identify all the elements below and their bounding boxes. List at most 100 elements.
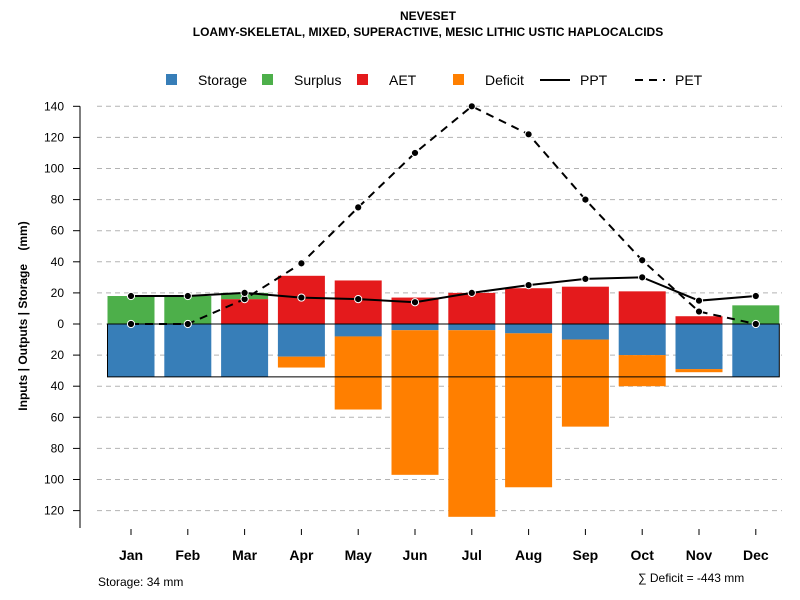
legend-swatch-storage: [166, 74, 177, 85]
storage-capacity-outline: [107, 323, 780, 378]
bar-deficit: [675, 369, 723, 373]
y-tick-label: 120: [44, 130, 64, 144]
pet-point: [524, 130, 533, 139]
x-tick-label: Jun: [403, 547, 428, 563]
legend-label-surplus: Surplus: [294, 72, 341, 88]
y-tick-label: 100: [44, 473, 64, 487]
bars: [107, 275, 780, 517]
grid: [97, 105, 782, 512]
x-tick-label: Sep: [573, 547, 599, 563]
legend: Storage Surplus AET Deficit PPT PET: [166, 72, 703, 88]
bar-surplus: [107, 296, 155, 324]
x-tick-label: Dec: [743, 547, 769, 563]
bar-storage: [732, 324, 780, 377]
ppt-point: [581, 274, 590, 284]
x-tick-label: Oct: [631, 547, 655, 563]
bar-aet: [561, 286, 609, 324]
x-tick-label: Mar: [232, 547, 257, 563]
legend-swatch-aet: [357, 74, 368, 85]
chart-title: NEVESET: [400, 9, 457, 23]
pet-point: [410, 148, 420, 158]
bar-deficit: [448, 330, 496, 517]
legend-swatch-surplus: [262, 74, 273, 85]
pet-point: [126, 319, 136, 329]
bar-deficit: [391, 330, 439, 475]
bar-deficit: [334, 336, 382, 410]
y-tick-label: 60: [51, 224, 65, 238]
lines: [126, 102, 760, 329]
y-tick-label: 80: [51, 441, 65, 455]
legend-label-deficit: Deficit: [485, 72, 524, 88]
storage-note: Storage: 34 mm: [98, 575, 183, 589]
x-tick-label: Jul: [462, 547, 482, 563]
y-tick-label: 20: [51, 348, 65, 362]
storage-box: [107, 323, 780, 378]
ppt-point: [183, 291, 192, 301]
ppt-point: [694, 296, 704, 305]
pet-point: [354, 203, 363, 212]
x-axis: Jan Feb Mar Apr May Jun Jul Aug Sep Oct Nov Dec: [119, 529, 769, 563]
bar-deficit: [561, 339, 609, 427]
y-tick-label: 0: [57, 317, 64, 331]
bar-storage: [505, 324, 553, 334]
bar-aet: [675, 316, 723, 324]
bar-storage: [107, 324, 155, 377]
bar-storage: [675, 324, 723, 370]
ppt-point: [354, 295, 363, 304]
bar-surplus: [164, 296, 212, 324]
ppt-point: [297, 293, 306, 302]
ppt-point: [467, 288, 476, 297]
y-tick-label: 40: [51, 379, 65, 393]
pet-point: [467, 102, 476, 111]
pet-point: [297, 259, 306, 268]
y-tick-label: 140: [44, 99, 64, 113]
chart-subtitle: LOAMY-SKELETAL, MIXED, SUPERACTIVE, MESI…: [193, 25, 663, 39]
x-tick-label: Apr: [289, 547, 314, 563]
pet-point: [183, 319, 192, 329]
legend-label-aet: AET: [389, 72, 417, 88]
ppt-point: [638, 273, 647, 282]
bar-deficit: [505, 333, 553, 488]
y-axis: 140 120 100 80 60 40 20 0 20 40 60 80 100 120: [44, 99, 81, 528]
pet-point: [694, 307, 704, 316]
bar-storage: [391, 324, 439, 331]
y-tick-label: 80: [51, 193, 65, 207]
x-tick-label: May: [345, 547, 372, 563]
bar-aet: [618, 291, 666, 324]
legend-swatch-deficit: [453, 74, 464, 85]
bar-deficit: [618, 355, 666, 387]
deficit-note: ∑ Deficit = -443 mm: [638, 571, 744, 585]
legend-label-pet: PET: [675, 72, 703, 88]
x-tick-label: Jan: [119, 547, 143, 563]
y-tick-label: 60: [51, 410, 65, 424]
bar-aet: [221, 299, 269, 324]
x-tick-label: Feb: [175, 547, 200, 563]
bar-storage: [221, 324, 269, 377]
bar-surplus: [732, 305, 780, 324]
bar-storage: [277, 324, 325, 357]
ppt-point: [126, 291, 136, 301]
pet-point: [751, 319, 760, 329]
pet-point: [581, 195, 590, 204]
x-tick-label: Aug: [515, 547, 542, 563]
bar-aet: [505, 288, 553, 324]
ppt-point: [410, 298, 420, 307]
pet-point: [638, 256, 647, 265]
ppt-point: [524, 281, 533, 290]
x-tick-label: Nov: [686, 547, 713, 563]
pet-line: [131, 105, 757, 325]
y-axis-title: Inputs | Outputs | Storage (mm): [16, 221, 30, 410]
bar-aet: [448, 292, 496, 324]
y-tick-label: 100: [44, 162, 64, 176]
bar-storage: [561, 324, 609, 340]
y-tick-label: 20: [51, 286, 65, 300]
legend-label-ppt: PPT: [580, 72, 608, 88]
bar-storage: [164, 324, 212, 377]
bar-storage: [448, 324, 496, 331]
bar-storage: [618, 324, 666, 356]
ppt-point: [751, 291, 760, 301]
ppt-point: [240, 288, 249, 297]
y-tick-label: 40: [51, 255, 65, 269]
bar-deficit: [277, 356, 325, 368]
bar-storage: [334, 324, 382, 337]
